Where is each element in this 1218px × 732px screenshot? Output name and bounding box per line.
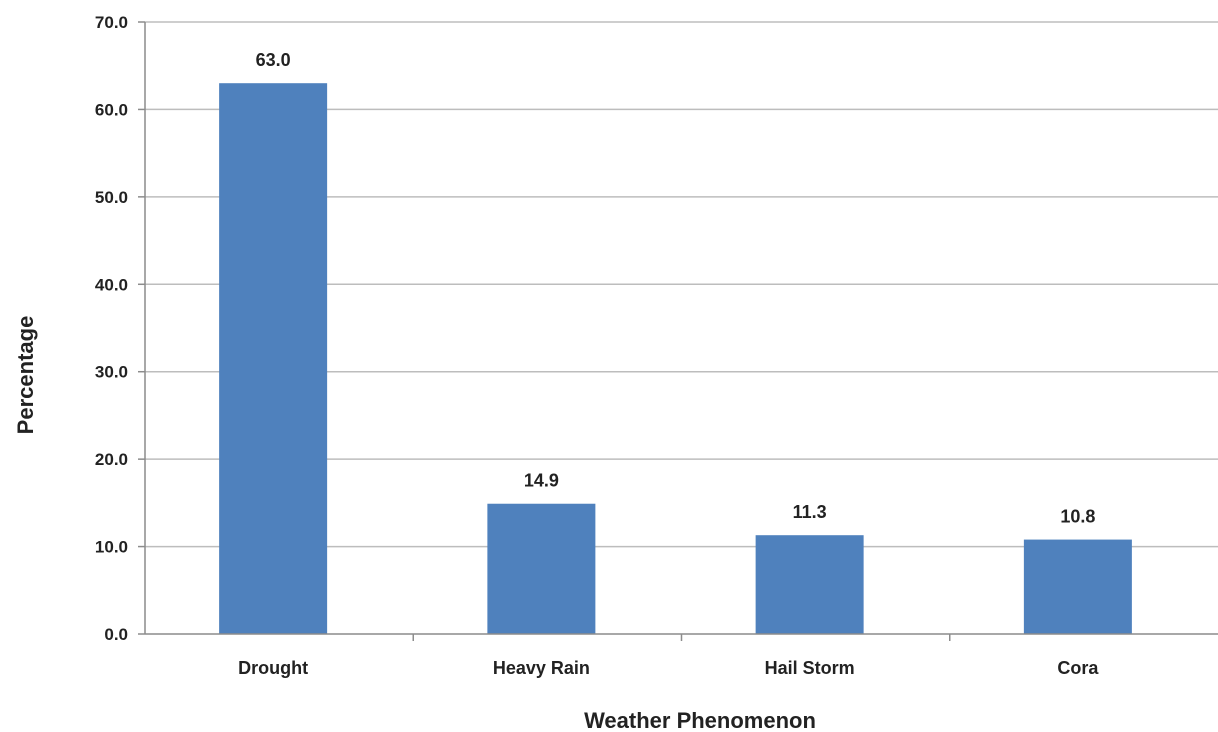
y-tick-label: 10.0 (95, 538, 128, 557)
data-label: 11.3 (793, 502, 827, 522)
bar (219, 83, 328, 634)
data-label: 10.8 (1060, 507, 1095, 527)
y-tick-label: 40.0 (95, 275, 128, 294)
bar (487, 503, 596, 634)
x-tick-label: Drought (238, 658, 308, 678)
bar (755, 535, 864, 634)
data-label: 14.9 (524, 471, 559, 491)
y-tick-label: 50.0 (95, 188, 128, 207)
bar (1023, 539, 1132, 634)
x-tick-label: Heavy Rain (493, 658, 590, 678)
bars (219, 83, 1132, 634)
y-axis-title: Percentage (13, 316, 38, 435)
y-tick-label: 60.0 (95, 100, 128, 119)
x-axis-title: Weather Phenomenon (584, 708, 816, 732)
y-tick-label: 20.0 (95, 450, 128, 469)
x-tick-label: Hail Storm (765, 658, 855, 678)
labels: 0.0 10.0 20.0 30.0 40.0 50.0 60.0 70.0 63.0 Droug… (95, 13, 1099, 678)
y-tick-label: 30.0 (95, 363, 128, 382)
x-tick-label: Cora (1057, 658, 1099, 678)
data-label: 63.0 (256, 50, 291, 70)
y-tick-label: 0.0 (104, 625, 128, 644)
y-tick-label: 70.0 (95, 13, 128, 32)
axes (138, 21, 1218, 641)
